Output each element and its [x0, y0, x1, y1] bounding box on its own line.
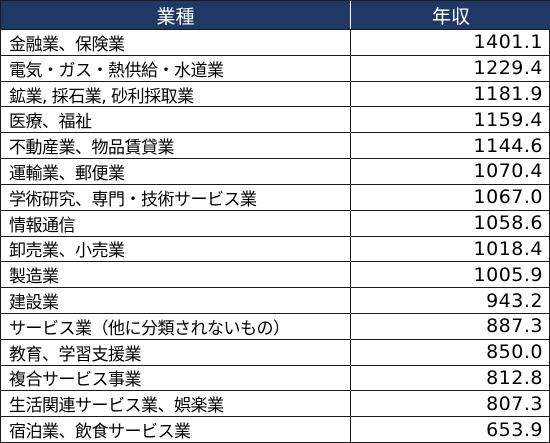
table-cell-income: 943.2 — [351, 287, 550, 313]
table-cell-income: 812.8 — [351, 364, 550, 391]
table-cell-income: 1005.9 — [351, 261, 550, 287]
table-cell-income: 850.0 — [351, 338, 550, 365]
table-cell-industry: 製造業 — [1, 261, 351, 288]
header-industry: 業種 — [1, 1, 351, 29]
table-cell-income: 1159.4 — [351, 106, 550, 132]
table-cell-industry: 教育、学習支援業 — [1, 338, 351, 365]
table-cell-industry: 宿泊業、飲食サービス業 — [1, 416, 351, 442]
table-cell-income: 1067.0 — [351, 183, 550, 210]
table-cell-industry: 電気・ガス・熱供給・水道業 — [1, 54, 351, 81]
table-cell-industry: 医療、福祉 — [1, 106, 351, 133]
table-cell-industry: 情報通信 — [1, 209, 351, 236]
table-cell-income: 1181.9 — [351, 80, 550, 107]
table-cell-income: 1401.1 — [351, 29, 550, 55]
table-cell-income: 1229.4 — [351, 54, 550, 81]
table-cell-industry: サービス業（他に分類されないもの） — [1, 312, 351, 339]
table-cell-industry: 鉱業, 採石業, 砂利採取業 — [1, 80, 351, 107]
table-cell-industry: 不動産業、物品賃貸業 — [1, 132, 351, 159]
table-cell-industry: 金融業、保険業 — [1, 29, 351, 55]
header-income: 年収 — [351, 1, 550, 29]
table-cell-industry: 複合サービス事業 — [1, 364, 351, 391]
table-cell-income: 1070.4 — [351, 158, 550, 184]
table-cell-income: 887.3 — [351, 312, 550, 339]
table-cell-income: 1144.6 — [351, 132, 550, 158]
table-cell-industry: 建設業 — [1, 287, 351, 313]
table-cell-income: 653.9 — [351, 416, 550, 442]
table-cell-income: 1018.4 — [351, 235, 550, 262]
table-cell-income: 1058.6 — [351, 209, 550, 236]
table-cell-industry: 生活関連サービス業、娯楽業 — [1, 390, 351, 417]
table-cell-industry: 卸売業、小売業 — [1, 235, 351, 262]
table-cell-industry: 学術研究、専門・技術サービス業 — [1, 183, 351, 210]
table-cell-income: 807.3 — [351, 390, 550, 416]
table-cell-industry: 運輸業、郵便業 — [1, 158, 351, 184]
